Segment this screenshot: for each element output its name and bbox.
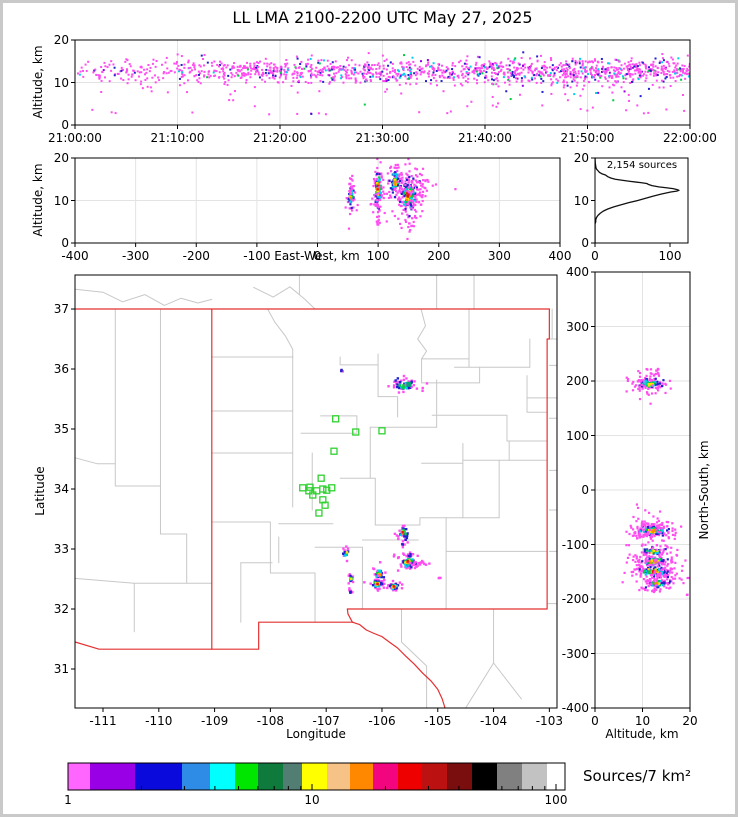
tick-label: 400 — [548, 249, 572, 263]
tick-label: 21:00:00 — [48, 131, 102, 145]
tick-label: 22:00:00 — [663, 131, 717, 145]
tick-label: 20 — [53, 151, 69, 165]
tick-label: -200 — [561, 592, 589, 606]
ew-panel-xlabel: East-West, km — [274, 249, 360, 263]
tick-label: -104 — [479, 714, 508, 728]
tick-label: 300 — [487, 249, 511, 263]
tick-label: -100 — [243, 249, 271, 263]
tick-label: 35 — [53, 422, 69, 436]
tick-label: -400 — [561, 701, 589, 715]
tick-label: 300 — [566, 319, 589, 334]
tick-label: -108 — [256, 714, 284, 728]
tick-label: 100 — [366, 249, 390, 263]
tick-label: 34 — [53, 482, 69, 496]
tick-label: -103 — [535, 714, 563, 728]
tick-label: 21:40:00 — [458, 131, 512, 145]
tick-label: 200 — [566, 374, 589, 388]
map-ylabel: Latitude — [33, 466, 47, 516]
tick-label: 21:20:00 — [253, 131, 307, 145]
tick-label: 31 — [53, 662, 69, 676]
tick-label: 0 — [313, 249, 322, 263]
tick-label: 20 — [573, 151, 589, 165]
tick-label: 10 — [573, 193, 589, 208]
tick-label: -105 — [424, 714, 452, 728]
tick-label: 21:10:00 — [150, 131, 205, 145]
tick-label: -100 — [561, 537, 589, 552]
tick-label: -200 — [182, 249, 210, 263]
map-xlabel: Longitude — [286, 727, 346, 741]
tick-label: -111 — [89, 714, 117, 728]
tick-label: -300 — [561, 646, 589, 661]
tick-label: 21:30:00 — [355, 131, 410, 145]
tick-label: -300 — [122, 249, 150, 263]
tick-label: -109 — [200, 714, 229, 728]
tick-label: 10 — [53, 75, 69, 90]
tick-label: 100 — [658, 249, 682, 263]
tick-label: 0 — [61, 118, 69, 132]
tick-label: 0 — [61, 236, 69, 250]
colorbar-title: Sources/7 km² — [583, 767, 692, 785]
ns-panel-xlabel: Altitude, km — [605, 727, 679, 741]
tick-label: 36 — [53, 362, 69, 377]
tick-label: 0 — [591, 714, 599, 728]
tick-label: -106 — [368, 714, 396, 728]
tick-label: 10 — [634, 714, 651, 728]
tick-label: 0 — [581, 236, 589, 250]
tick-label: 200 — [427, 249, 451, 263]
tick-label: 20 — [682, 714, 698, 728]
tick-label: 33 — [53, 542, 69, 556]
tick-label: 0 — [581, 483, 589, 497]
tick-label: 400 — [566, 265, 589, 279]
tick-label: 0 — [591, 249, 599, 263]
tick-label: 1 — [64, 793, 72, 807]
tick-label: 21:50:00 — [560, 131, 615, 145]
tick-label: 32 — [53, 602, 69, 616]
tick-label: 10 — [304, 793, 320, 807]
time-panel-ylabel: Altitude, km — [31, 45, 45, 119]
tick-label: 100 — [566, 428, 589, 443]
ns-panel-right-label: North-South, km — [697, 440, 711, 540]
tick-label: -110 — [145, 714, 173, 728]
tick-label: -107 — [312, 714, 340, 728]
figure-title: LL LMA 2100-2200 UTC May 27, 2025 — [232, 8, 533, 27]
sources-count-annotation: 2,154 sources — [606, 160, 678, 171]
tick-label: 10 — [53, 193, 69, 208]
tick-label: -400 — [61, 249, 89, 263]
tick-label: 100 — [544, 793, 568, 807]
ew-panel-ylabel: Altitude, km — [31, 163, 45, 237]
tick-label: 20 — [53, 33, 69, 47]
tick-label: 37 — [53, 302, 69, 317]
